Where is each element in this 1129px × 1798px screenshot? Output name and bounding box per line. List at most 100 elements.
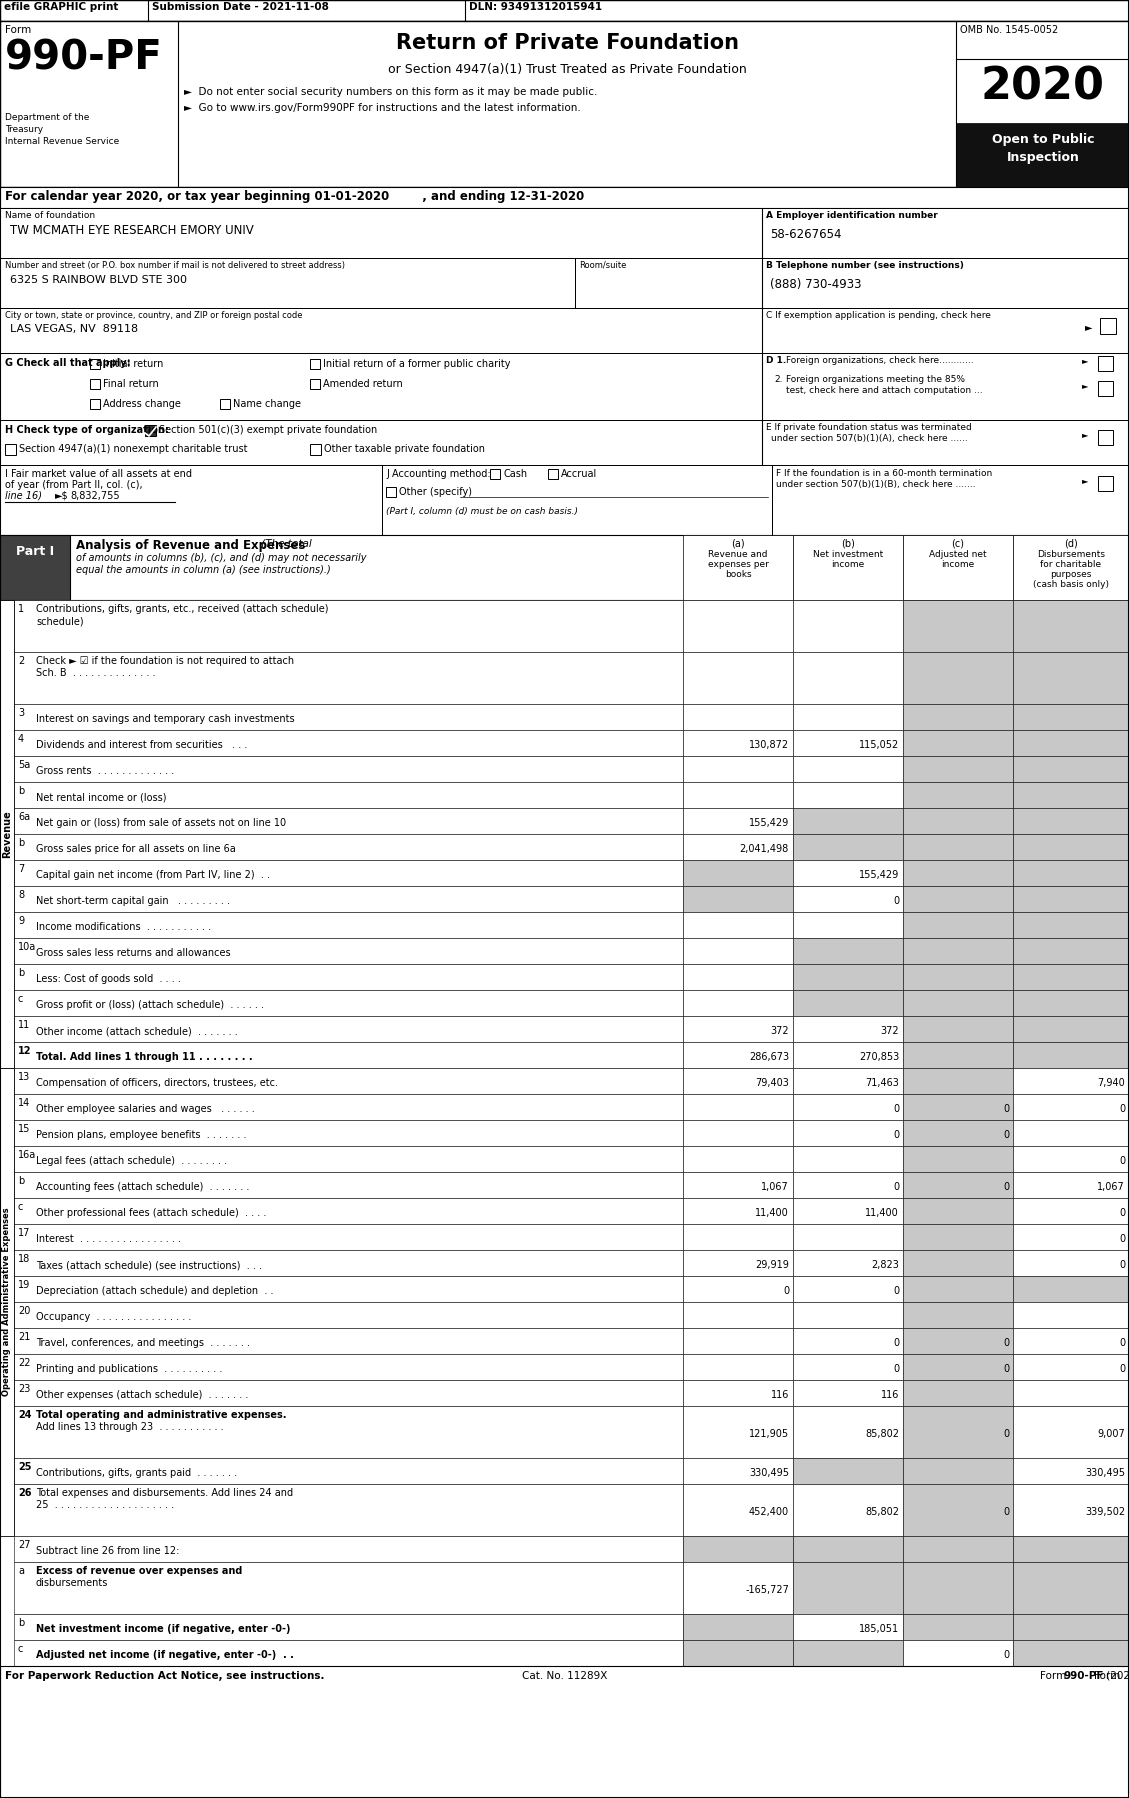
Text: under section 507(b)(1)(B), check here .......: under section 507(b)(1)(B), check here .… xyxy=(776,480,975,489)
Text: 7,940: 7,940 xyxy=(1097,1079,1124,1088)
Bar xyxy=(1013,1093,1129,1120)
Text: 130,872: 130,872 xyxy=(749,741,789,750)
Bar xyxy=(1013,1640,1129,1667)
Text: 19: 19 xyxy=(18,1280,30,1289)
Bar xyxy=(683,991,793,1016)
Bar xyxy=(683,859,793,886)
Text: 7: 7 xyxy=(18,865,24,874)
Bar xyxy=(14,1483,683,1535)
Text: Room/suite: Room/suite xyxy=(579,261,627,270)
Bar xyxy=(793,601,903,653)
Bar xyxy=(1013,653,1129,705)
Text: Name change: Name change xyxy=(233,399,301,408)
Bar xyxy=(683,1016,793,1043)
Bar xyxy=(0,187,1129,209)
Bar xyxy=(903,1043,1013,1068)
Bar xyxy=(793,1197,903,1224)
Text: 8,832,755: 8,832,755 xyxy=(70,491,120,502)
Bar xyxy=(793,912,903,939)
Text: Occupancy  . . . . . . . . . . . . . . . .: Occupancy . . . . . . . . . . . . . . . … xyxy=(36,1313,192,1322)
Bar xyxy=(793,859,903,886)
Text: Capital gain net income (from Part IV, line 2)  . .: Capital gain net income (from Part IV, l… xyxy=(36,870,270,879)
Bar xyxy=(793,1250,903,1277)
Text: Income modifications  . . . . . . . . . . .: Income modifications . . . . . . . . . .… xyxy=(36,922,211,931)
Text: 20: 20 xyxy=(18,1305,30,1316)
Text: 372: 372 xyxy=(770,1027,789,1036)
Text: 0: 0 xyxy=(893,895,899,906)
Bar xyxy=(903,705,1013,730)
Text: Revenue: Revenue xyxy=(2,811,12,858)
Text: 10a: 10a xyxy=(18,942,36,951)
Text: TW MCMATH EYE RESEARCH EMORY UNIV: TW MCMATH EYE RESEARCH EMORY UNIV xyxy=(10,225,254,237)
Text: 0: 0 xyxy=(1119,1338,1124,1348)
Text: 116: 116 xyxy=(881,1390,899,1401)
Bar xyxy=(793,939,903,964)
Bar xyxy=(903,859,1013,886)
Bar xyxy=(793,1381,903,1406)
Text: G Check all that apply:: G Check all that apply: xyxy=(5,358,131,369)
Bar xyxy=(14,964,683,991)
Bar xyxy=(1013,1483,1129,1535)
Text: 0: 0 xyxy=(1003,1338,1009,1348)
Text: (b): (b) xyxy=(841,539,855,548)
Bar xyxy=(14,1093,683,1120)
Text: Dividends and interest from securities   . . .: Dividends and interest from securities .… xyxy=(36,741,247,750)
Text: 115,052: 115,052 xyxy=(859,741,899,750)
Text: Excess of revenue over expenses and: Excess of revenue over expenses and xyxy=(36,1566,243,1577)
Text: For Paperwork Reduction Act Notice, see instructions.: For Paperwork Reduction Act Notice, see … xyxy=(5,1670,324,1681)
Text: ►  Do not enter social security numbers on this form as it may be made public.: ► Do not enter social security numbers o… xyxy=(184,86,597,97)
Text: Revenue and: Revenue and xyxy=(708,550,768,559)
Bar xyxy=(14,1406,683,1458)
Text: or Section 4947(a)(1) Trust Treated as Private Foundation: or Section 4947(a)(1) Trust Treated as P… xyxy=(387,63,746,76)
Text: 85,802: 85,802 xyxy=(865,1507,899,1518)
Text: Part I: Part I xyxy=(16,545,54,557)
Text: ►: ► xyxy=(1082,381,1088,390)
Bar xyxy=(903,536,1013,601)
Bar xyxy=(683,1172,793,1197)
Bar xyxy=(683,1615,793,1640)
Bar xyxy=(683,1458,793,1483)
Text: a: a xyxy=(18,1566,24,1577)
Text: DLN: 93491312015941: DLN: 93491312015941 xyxy=(469,2,602,13)
Bar xyxy=(14,1329,683,1354)
Text: 185,051: 185,051 xyxy=(859,1624,899,1634)
Text: Name of foundation: Name of foundation xyxy=(5,210,95,219)
Text: Section 4947(a)(1) nonexempt charitable trust: Section 4947(a)(1) nonexempt charitable … xyxy=(19,444,247,455)
Text: C If exemption application is pending, check here: C If exemption application is pending, c… xyxy=(765,311,991,320)
Bar xyxy=(903,1120,1013,1145)
Bar xyxy=(793,1145,903,1172)
Text: 6325 S RAINBOW BLVD STE 300: 6325 S RAINBOW BLVD STE 300 xyxy=(10,275,187,286)
Bar xyxy=(903,912,1013,939)
Text: Interest  . . . . . . . . . . . . . . . . .: Interest . . . . . . . . . . . . . . . .… xyxy=(36,1233,181,1244)
Bar xyxy=(1013,1535,1129,1562)
Text: 0: 0 xyxy=(893,1129,899,1140)
Bar xyxy=(793,964,903,991)
Text: 27: 27 xyxy=(18,1541,30,1550)
Bar xyxy=(903,1172,1013,1197)
Text: 0: 0 xyxy=(782,1286,789,1296)
Bar xyxy=(90,379,100,388)
Text: income: income xyxy=(942,559,974,568)
Text: Amended return: Amended return xyxy=(323,379,403,388)
Bar xyxy=(575,257,762,307)
Bar xyxy=(793,1329,903,1354)
Text: Total operating and administrative expenses.: Total operating and administrative expen… xyxy=(36,1410,287,1420)
Bar xyxy=(0,1068,14,1535)
Text: J Accounting method:: J Accounting method: xyxy=(386,469,491,478)
Text: Other income (attach schedule)  . . . . . . .: Other income (attach schedule) . . . . .… xyxy=(36,1027,238,1036)
Text: Number and street (or P.O. box number if mail is not delivered to street address: Number and street (or P.O. box number if… xyxy=(5,261,345,270)
Text: c: c xyxy=(18,994,24,1003)
Bar xyxy=(0,1667,1129,1798)
Text: Subtract line 26 from line 12:: Subtract line 26 from line 12: xyxy=(36,1546,180,1555)
Text: Net gain or (loss) from sale of assets not on line 10: Net gain or (loss) from sale of assets n… xyxy=(36,818,286,829)
Bar xyxy=(0,536,70,601)
Bar xyxy=(310,379,320,388)
Text: Other (specify): Other (specify) xyxy=(399,487,472,496)
Text: 11,400: 11,400 xyxy=(755,1208,789,1217)
Text: Department of the: Department of the xyxy=(5,113,89,122)
Text: Depreciation (attach schedule) and depletion  . .: Depreciation (attach schedule) and deple… xyxy=(36,1286,273,1296)
Bar xyxy=(903,1197,1013,1224)
Bar xyxy=(903,601,1013,653)
Bar xyxy=(903,886,1013,912)
Text: (d): (d) xyxy=(1065,539,1078,548)
